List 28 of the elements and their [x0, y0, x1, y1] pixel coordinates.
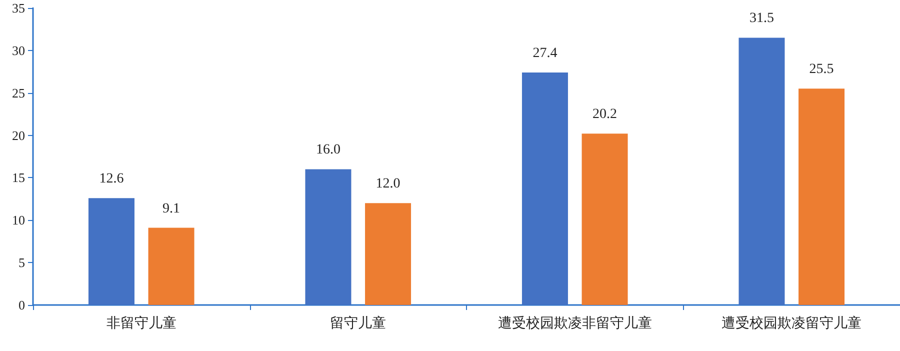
y-tick-label: 25: [12, 85, 25, 100]
y-tick-label: 10: [12, 212, 25, 228]
data-label: 12.0: [376, 176, 400, 192]
bar: [582, 134, 628, 305]
bar: [738, 38, 785, 305]
bar: [522, 72, 568, 305]
data-label: 27.4: [532, 46, 558, 61]
data-label: 16.0: [316, 142, 340, 158]
data-label: 9.1: [162, 201, 180, 216]
data-label: 31.5: [749, 11, 774, 26]
x-tick-label: 留守儿童: [330, 316, 386, 332]
y-tick-label: 0: [18, 298, 25, 312]
y-tick-label: 5: [18, 255, 25, 270]
y-tick-label: 20: [12, 128, 25, 143]
x-tick-label: 遭受校园欺凌留守儿童: [722, 316, 862, 332]
data-label: 25.5: [809, 62, 834, 78]
y-tick-label: 15: [12, 170, 25, 186]
bar: [798, 88, 845, 305]
bar: [365, 203, 412, 305]
bar: [88, 198, 134, 305]
y-tick-label: 30: [12, 42, 25, 58]
bar: [305, 169, 352, 305]
data-label: 12.6: [99, 172, 124, 187]
y-tick-label: 35: [12, 0, 25, 16]
data-label: 20.2: [592, 107, 618, 122]
bar: [148, 228, 194, 305]
x-tick-label: 遭受校园欺凌非留守儿童: [498, 316, 652, 332]
x-tick-label: 非留守儿童: [106, 316, 176, 332]
